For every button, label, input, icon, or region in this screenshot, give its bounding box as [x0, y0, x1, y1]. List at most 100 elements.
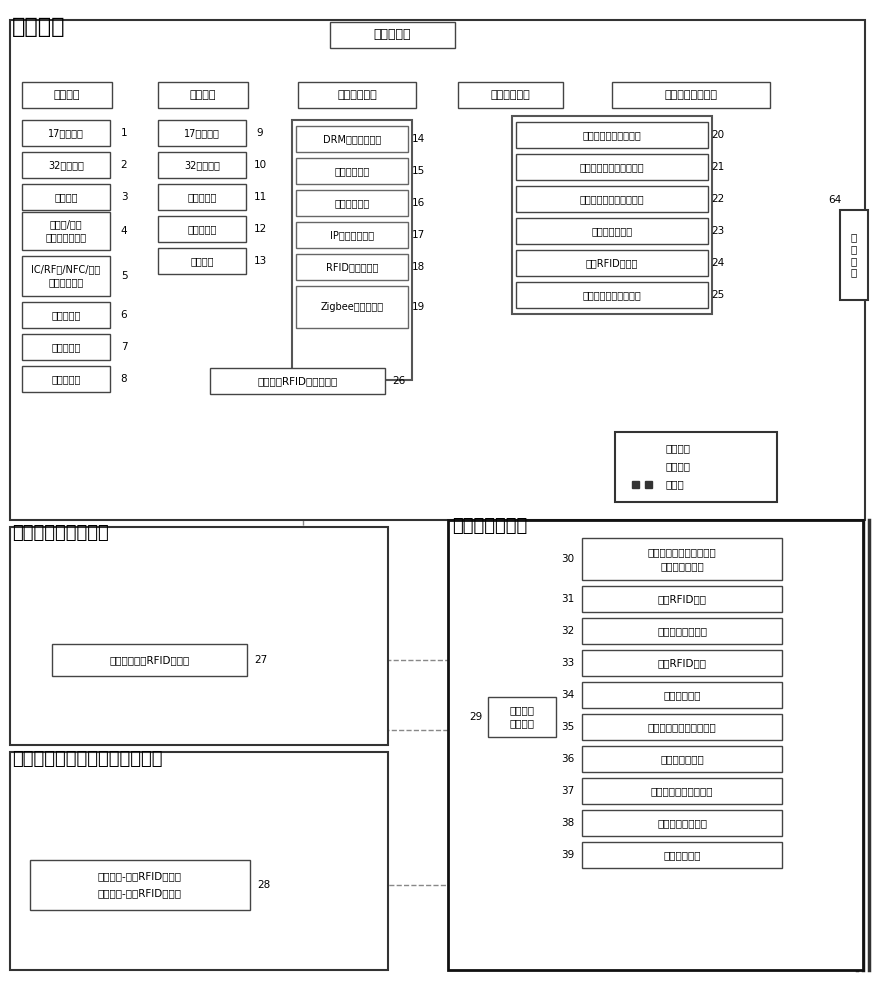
- FancyBboxPatch shape: [158, 82, 248, 108]
- FancyBboxPatch shape: [10, 527, 388, 745]
- Text: 32: 32: [561, 626, 574, 636]
- Text: 车载全向有源RFID读写器: 车载全向有源RFID读写器: [110, 655, 189, 665]
- Text: 有线通讯模块: 有线通讯模块: [335, 166, 370, 176]
- Text: 头像摄像头: 头像摄像头: [51, 342, 81, 352]
- Text: 温度传感器、震动传感器: 温度传感器、震动传感器: [648, 547, 716, 557]
- Text: 场景摄像头: 场景摄像头: [51, 374, 81, 384]
- Text: 精准物流周转箱: 精准物流周转箱: [452, 517, 527, 535]
- Text: 31: 31: [561, 594, 574, 604]
- Text: 32寸触摸屏: 32寸触摸屏: [184, 160, 220, 170]
- Text: 38: 38: [561, 818, 574, 828]
- FancyBboxPatch shape: [330, 22, 455, 48]
- FancyBboxPatch shape: [296, 254, 408, 280]
- FancyBboxPatch shape: [840, 210, 868, 300]
- Text: 7: 7: [120, 342, 127, 352]
- Text: 20: 20: [712, 130, 725, 140]
- Text: 仓储盘点-有源RFID读写器: 仓储盘点-有源RFID读写器: [98, 888, 182, 898]
- FancyBboxPatch shape: [582, 618, 782, 644]
- FancyBboxPatch shape: [448, 520, 863, 970]
- Text: Zigbee局域网模块: Zigbee局域网模块: [320, 302, 383, 312]
- Text: 23: 23: [712, 226, 725, 236]
- Text: 17寸触摸屏: 17寸触摸屏: [184, 128, 220, 138]
- FancyBboxPatch shape: [22, 256, 110, 296]
- FancyBboxPatch shape: [516, 218, 708, 244]
- Text: 自助终端: 自助终端: [12, 17, 65, 37]
- Text: 12: 12: [253, 224, 266, 234]
- FancyBboxPatch shape: [582, 650, 782, 676]
- Text: 4: 4: [120, 226, 127, 236]
- FancyBboxPatch shape: [516, 122, 708, 148]
- Text: 28: 28: [258, 880, 271, 890]
- FancyBboxPatch shape: [645, 481, 652, 488]
- Text: 二合一识别模块: 二合一识别模块: [45, 232, 87, 242]
- FancyBboxPatch shape: [298, 82, 416, 108]
- FancyBboxPatch shape: [210, 368, 385, 394]
- Text: 25: 25: [712, 290, 725, 300]
- Text: 3: 3: [120, 192, 127, 202]
- Text: 无线通讯模块: 无线通讯模块: [335, 198, 370, 208]
- Text: 终端有源RFID模块读写器: 终端有源RFID模块读写器: [258, 376, 337, 386]
- FancyBboxPatch shape: [516, 250, 708, 276]
- Text: 24: 24: [712, 258, 725, 268]
- Text: 19: 19: [412, 302, 425, 312]
- Text: 周转箱电磁阀咬合凸槽: 周转箱电磁阀咬合凸槽: [650, 786, 713, 796]
- FancyBboxPatch shape: [158, 248, 246, 274]
- FancyBboxPatch shape: [10, 20, 865, 520]
- Text: 15: 15: [412, 166, 425, 176]
- Text: 37: 37: [561, 786, 574, 796]
- FancyBboxPatch shape: [582, 538, 782, 580]
- Text: 有线通讯: 有线通讯: [665, 461, 690, 471]
- Text: 无线通讯: 无线通讯: [665, 443, 690, 453]
- FancyBboxPatch shape: [615, 432, 777, 502]
- Text: 32寸显示器: 32寸显示器: [48, 160, 84, 170]
- Text: 9: 9: [257, 128, 264, 138]
- FancyBboxPatch shape: [22, 184, 110, 210]
- FancyBboxPatch shape: [582, 746, 782, 772]
- Text: 17寸显示器: 17寸显示器: [48, 128, 84, 138]
- Text: 13: 13: [253, 256, 266, 266]
- FancyBboxPatch shape: [582, 682, 782, 708]
- FancyBboxPatch shape: [52, 644, 247, 676]
- Text: 18: 18: [412, 262, 425, 272]
- Text: 身份证/指纹: 身份证/指纹: [50, 220, 82, 230]
- FancyBboxPatch shape: [30, 860, 250, 910]
- Text: 音频接口: 音频接口: [190, 256, 214, 266]
- Text: 数字键盘: 数字键盘: [54, 192, 78, 202]
- FancyBboxPatch shape: [458, 82, 563, 108]
- Text: 29: 29: [470, 712, 483, 722]
- Text: 8: 8: [120, 374, 127, 384]
- Text: DRM安全通讯模块: DRM安全通讯模块: [323, 134, 381, 144]
- Text: 10: 10: [253, 160, 266, 170]
- FancyBboxPatch shape: [158, 184, 246, 210]
- FancyBboxPatch shape: [296, 286, 408, 328]
- FancyBboxPatch shape: [158, 120, 246, 146]
- FancyBboxPatch shape: [158, 152, 246, 178]
- Text: 四合一读写器: 四合一读写器: [49, 278, 83, 288]
- Text: 16: 16: [412, 198, 425, 208]
- Text: 自动化集成配送车辆: 自动化集成配送车辆: [12, 524, 109, 542]
- Text: 14: 14: [412, 134, 425, 144]
- Text: 其它传感器接口: 其它传感器接口: [660, 561, 704, 571]
- Text: 出库入库-无源RFID读写器: 出库入库-无源RFID读写器: [98, 872, 182, 882]
- Text: 通讯接口模块: 通讯接口模块: [337, 90, 377, 100]
- FancyBboxPatch shape: [612, 82, 770, 108]
- Text: 周转箱取电凹槽: 周转箱取电凹槽: [660, 754, 704, 764]
- Text: 智能控制功能模块: 智能控制功能模块: [665, 90, 718, 100]
- Text: 5: 5: [120, 271, 127, 281]
- Text: IC/RF卡/NFC/磁卡: IC/RF卡/NFC/磁卡: [31, 264, 101, 274]
- Text: 凭条打印机: 凭条打印机: [188, 192, 217, 202]
- Text: 6: 6: [120, 310, 127, 320]
- FancyBboxPatch shape: [22, 366, 110, 392]
- Text: 有源RFID模块: 有源RFID模块: [658, 594, 706, 604]
- Text: 周转装置开合控制模块: 周转装置开合控制模块: [582, 130, 642, 140]
- Text: 充电电池: 充电电池: [510, 719, 535, 729]
- FancyBboxPatch shape: [582, 810, 782, 836]
- Text: 34: 34: [561, 690, 574, 700]
- Text: 35: 35: [561, 722, 574, 732]
- Text: 周转箱电磁阀: 周转箱电磁阀: [663, 690, 701, 700]
- Text: 称重模块放大器及凸柱: 称重模块放大器及凸柱: [582, 290, 642, 300]
- FancyBboxPatch shape: [296, 222, 408, 248]
- Text: 周转装置开合功能传感器: 周转装置开合功能传感器: [580, 162, 644, 172]
- FancyBboxPatch shape: [10, 752, 388, 970]
- Text: 中央处理器: 中央处理器: [373, 28, 412, 41]
